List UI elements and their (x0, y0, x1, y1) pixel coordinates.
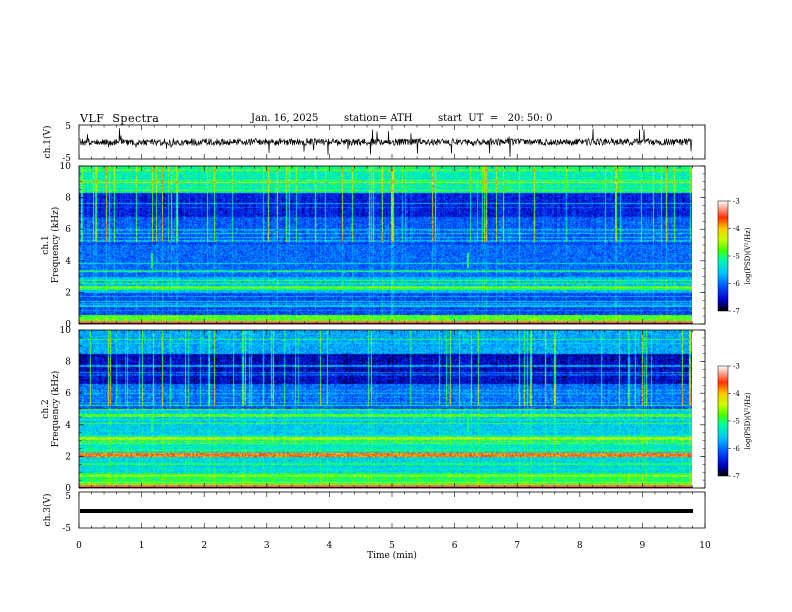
frequency-tick-label: 8 (65, 358, 71, 368)
frequency-tick-label: 2 (65, 452, 71, 462)
colorbar-tick-label: -7 (733, 473, 740, 481)
frequency-tick-label: 0 (65, 320, 71, 330)
time-tick-label: 0 (76, 541, 82, 551)
colorbar-tick-label: -3 (733, 363, 740, 371)
time-tick-label: 1 (139, 541, 145, 551)
frequency-tick-label: 4 (65, 421, 71, 431)
time-tick-label: 4 (327, 541, 333, 551)
colorbar-tick-label: -5 (733, 253, 740, 261)
time-axis-tick-labels: 0 1 2 3 4 5 6 7 8 9 10 (76, 541, 711, 551)
time-tick-label: 7 (514, 541, 520, 551)
ch2-colorbar-label: log(PSD)(V²/Hz) (744, 392, 752, 449)
colorbar-tick-label: -6 (733, 445, 740, 453)
ch2-colorbar (717, 365, 729, 477)
ch1-ytick-top: 5 (65, 122, 71, 132)
ch2-spec-ylabel-frequency: Frequency (kHz) (50, 371, 61, 448)
ch1-trace (79, 128, 693, 157)
time-tick-label: 8 (577, 541, 583, 551)
ch2-spectrogram-image (79, 330, 692, 488)
ch3-ytick-top: 5 (65, 492, 71, 502)
ch2-colorbar-ticks: -3 -4 -5 -6 -7 (728, 363, 740, 481)
ch3-xticks (78, 492, 706, 528)
time-tick-label: 5 (389, 541, 395, 551)
ch1-colorbar-ticks: -3 -4 -5 -6 -7 (728, 198, 740, 316)
ch3-ylabel: ch.3(V) (42, 494, 53, 527)
figure-title: VLF Spectra (80, 112, 160, 125)
frequency-tick-label: 2 (65, 288, 71, 298)
ch1-spec-ylabel-channel: ch.1 (41, 235, 51, 254)
ch1-spec-xticks (78, 166, 706, 324)
date-label: Jan. 16, 2025 (251, 113, 319, 124)
ch1-spec-yticks: 0 2 4 6 8 10 (60, 162, 705, 330)
ch2-spec-xticks (78, 330, 706, 488)
ch1-colorbar-label: log(PSD)(V²/Hz) (744, 227, 752, 284)
ch1-ytick-bottom: -5 (62, 154, 71, 164)
frequency-tick-label: 4 (65, 257, 71, 267)
time-tick-label: 6 (452, 541, 458, 551)
colorbar-tick-label: -6 (733, 280, 740, 288)
ch2-spec-yticks: 0 2 4 6 8 10 (60, 326, 705, 494)
ch1-colorbar (717, 200, 729, 312)
frequency-tick-label: 0 (65, 484, 71, 494)
frequency-tick-label: 10 (60, 326, 72, 336)
time-tick-label: 3 (264, 541, 270, 551)
time-tick-label: 10 (699, 541, 711, 551)
colorbar-tick-label: -4 (733, 225, 740, 233)
ch2-spec-ylabel-channel: ch.2 (41, 399, 51, 418)
ch1-xticks (78, 125, 706, 159)
frequency-tick-label: 6 (65, 389, 71, 399)
ch1-spec-ylabel-frequency: Frequency (kHz) (50, 207, 61, 284)
ch3-ytick-bottom: -5 (62, 524, 71, 534)
colorbar-tick-label: -4 (733, 390, 740, 398)
colorbar-tick-label: -3 (733, 198, 740, 206)
station-label: station= ATH (344, 113, 413, 124)
ch1-ylabel: ch.1(V) (42, 126, 53, 159)
time-tick-label: 9 (640, 541, 646, 551)
ch3-waveform-panel: 5 -5 ch.3(V) 0 1 2 3 4 5 6 7 8 9 10 Time (min) (42, 491, 711, 561)
colorbar-tick-label: -7 (733, 308, 740, 316)
colorbar-tick-label: -5 (733, 418, 740, 426)
frequency-tick-label: 10 (60, 162, 72, 172)
frequency-tick-label: 8 (65, 194, 71, 204)
ch1-spectrogram-image (79, 166, 692, 324)
start-time-label: start UT = 20: 50: 0 (438, 113, 553, 124)
time-tick-label: 2 (201, 541, 207, 551)
ch3-trace (80, 509, 693, 513)
frequency-tick-label: 6 (65, 225, 71, 235)
ch1-waveform-panel: 5 -5 ch.1(V) (42, 122, 706, 164)
time-axis-label: Time (min) (367, 550, 417, 561)
